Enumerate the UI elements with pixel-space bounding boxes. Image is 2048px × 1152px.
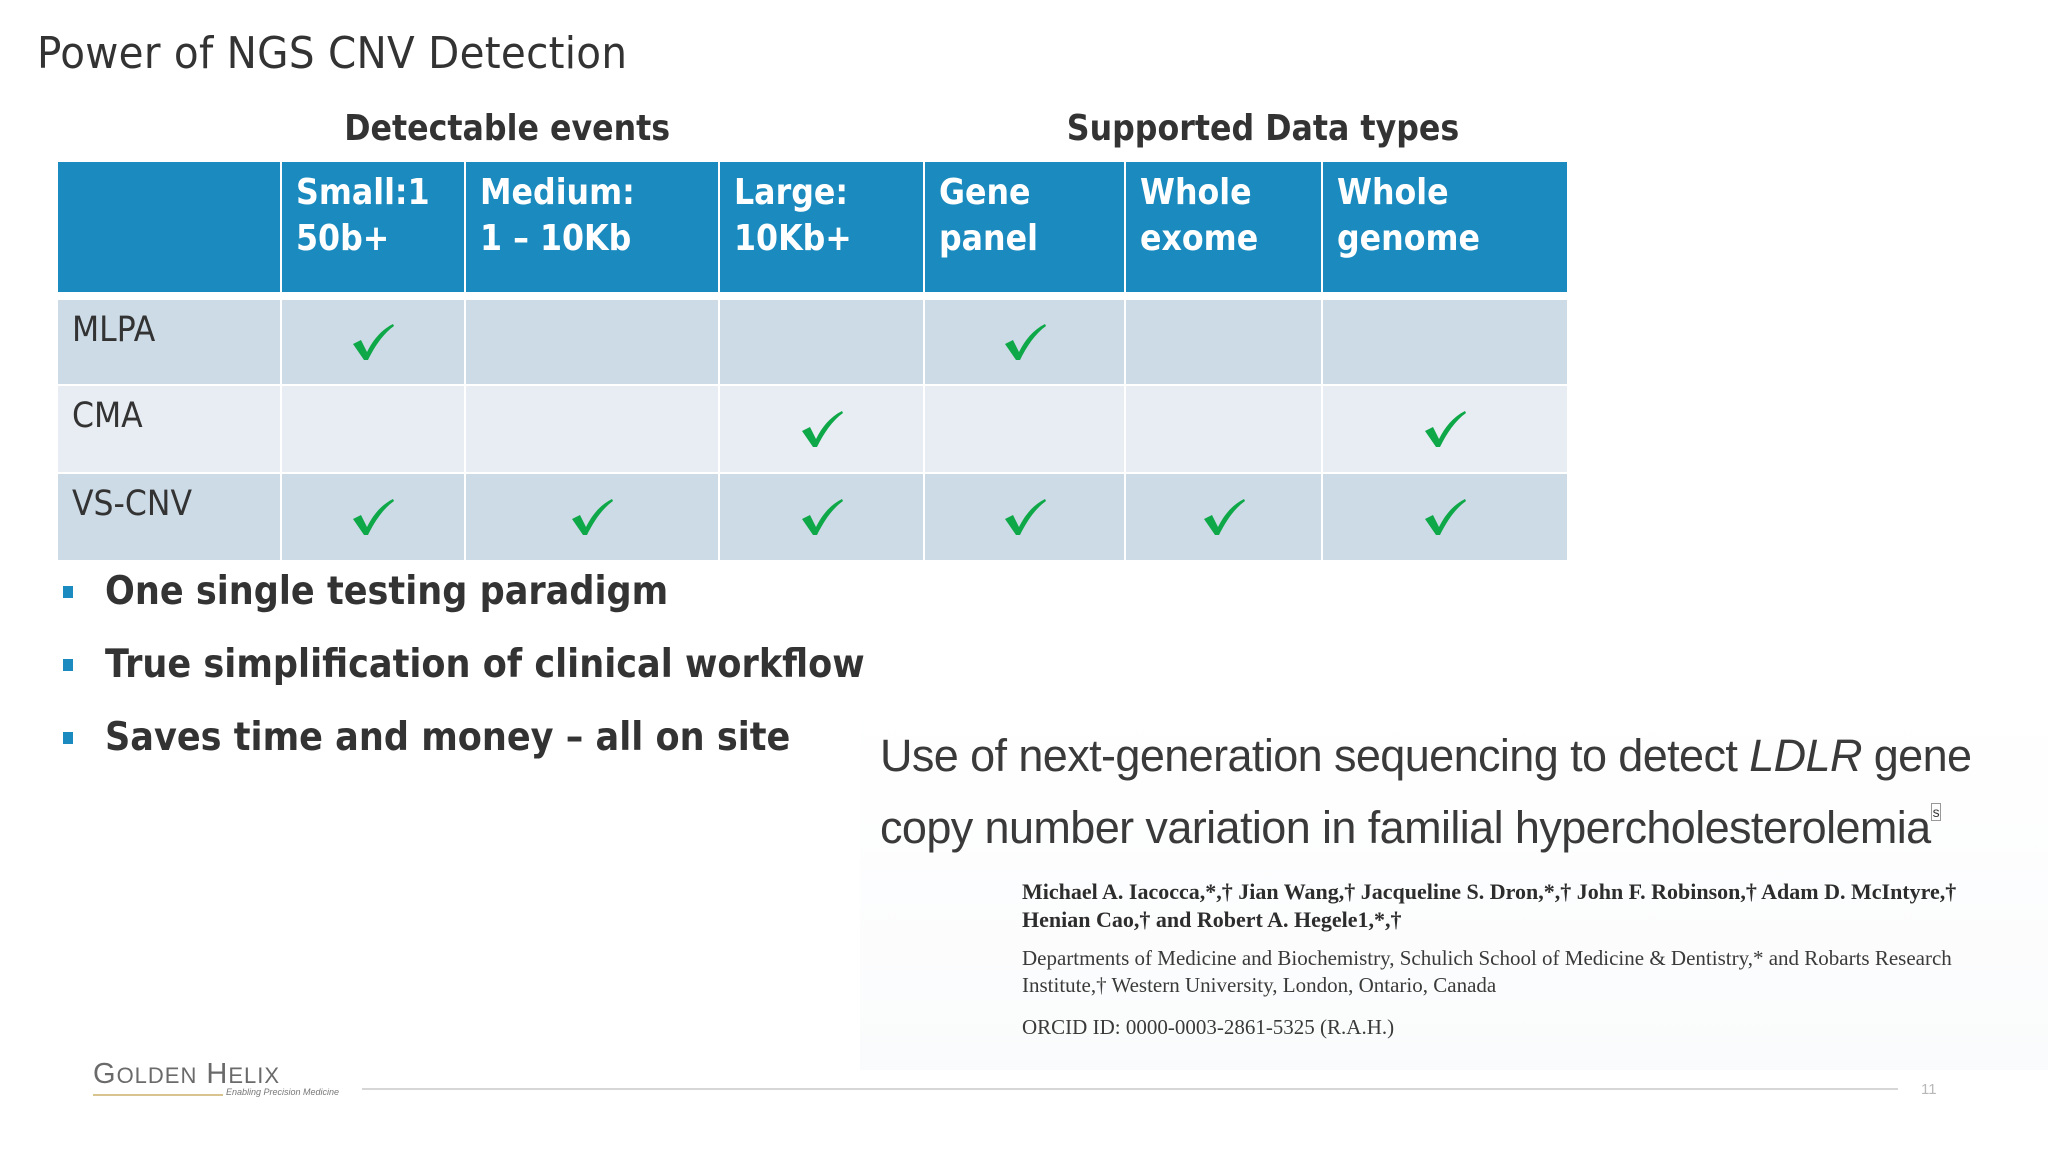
table-cell xyxy=(1323,300,1567,386)
table-header-row: Small:1 50b+ Medium: 1 – 10Kb Large: 10K… xyxy=(58,162,1567,292)
table-cell xyxy=(466,300,720,386)
checkmark-icon xyxy=(1323,386,1567,472)
column-header-whole-exome: Whole exome xyxy=(1126,162,1323,292)
table-cell xyxy=(282,474,466,562)
golden-helix-logo: GOLDEN HELIX Enabling Precision Medicine xyxy=(93,1058,340,1100)
logo-underline xyxy=(93,1094,223,1096)
affiliation-line: Departments of Medicine and Biochemistry… xyxy=(1022,946,1952,970)
paper-title-line2: copy number variation in familial hyperc… xyxy=(880,802,1931,853)
authors-line: Henian Cao,† and Robert A. Hegele1,*,† xyxy=(1022,907,1402,932)
supported-data-types-heading: Supported Data types xyxy=(1066,108,1460,149)
paper-excerpt-image: Use of next-generation sequencing to det… xyxy=(860,700,2048,1070)
checkmark-icon xyxy=(720,386,923,472)
row-label: VS-CNV xyxy=(72,484,193,524)
column-header-medium: Medium: 1 – 10Kb xyxy=(466,162,720,292)
checkmark-icon xyxy=(282,300,464,384)
table-cell xyxy=(466,386,720,474)
column-header-label: Medium: 1 – 10Kb xyxy=(480,172,635,259)
bullet-square-icon xyxy=(63,731,73,744)
column-header-large: Large: 10Kb+ xyxy=(720,162,925,292)
bullet-text: One single testing paradigm xyxy=(105,569,669,614)
paper-title-part: gene xyxy=(1861,730,1972,781)
table-cell xyxy=(282,300,466,386)
cnv-comparison-table: Small:1 50b+ Medium: 1 – 10Kb Large: 10K… xyxy=(58,162,1567,562)
paper-title-part: Use of next-generation sequencing to det… xyxy=(880,730,1750,781)
authors-line: Michael A. Iacocca,*,† Jian Wang,† Jacqu… xyxy=(1022,879,1957,904)
bullet-text: Saves time and money – all on site xyxy=(105,715,791,760)
table-row: CMA xyxy=(58,386,1567,474)
logo-wordmark: GOLDEN HELIX xyxy=(93,1058,338,1091)
bullet-square-icon xyxy=(63,585,73,598)
logo-letters: OLDEN xyxy=(116,1063,198,1088)
row-label: MLPA xyxy=(72,310,156,350)
logo-letter: H xyxy=(206,1058,229,1090)
column-header-label: Large: 10Kb+ xyxy=(734,172,852,259)
column-header-label: Whole genome xyxy=(1337,172,1480,259)
checkmark-icon xyxy=(925,300,1124,384)
table-cell xyxy=(925,300,1126,386)
bullet-square-icon xyxy=(63,658,73,671)
table-cell xyxy=(720,300,925,386)
supplement-icon: s xyxy=(1930,803,1942,821)
footer-divider xyxy=(362,1088,1898,1090)
table-row: VS-CNV xyxy=(58,474,1567,562)
bullet-item: Saves time and money – all on site xyxy=(60,701,949,774)
logo-letter: G xyxy=(93,1058,117,1090)
checkmark-icon xyxy=(1126,474,1321,560)
checkmark-icon xyxy=(720,474,923,560)
table-row: MLPA xyxy=(58,300,1567,386)
column-header-label: Small:1 50b+ xyxy=(296,172,430,259)
page-number: 11 xyxy=(1921,1081,1937,1098)
checkmark-icon xyxy=(282,474,464,560)
bullet-item: True simplification of clinical workflow xyxy=(60,628,949,701)
table-cell xyxy=(1126,300,1323,386)
paper-authors: Michael A. Iacocca,*,† Jian Wang,† Jacqu… xyxy=(1022,878,1956,934)
paper-orcid: ORCID ID: 0000-0003-2861-5325 (R.A.H.) xyxy=(1022,1015,1395,1039)
detectable-events-heading: Detectable events xyxy=(344,108,671,149)
logo-tagline: Enabling Precision Medicine xyxy=(226,1087,340,1097)
column-header-gene-panel: Gene panel xyxy=(925,162,1126,292)
table-cell xyxy=(720,474,925,562)
checkmark-icon xyxy=(1323,474,1567,560)
affiliation-line: Institute,† Western University, London, … xyxy=(1022,973,1497,997)
table-cell xyxy=(925,474,1126,562)
table-cell xyxy=(1323,474,1567,562)
paper-title-gene: LDLR xyxy=(1749,730,1862,781)
table-cell xyxy=(466,474,720,562)
logo-letters: ELIX xyxy=(228,1063,281,1088)
column-header-label: Gene panel xyxy=(939,172,1038,259)
row-label-cell: CMA xyxy=(58,386,282,474)
row-label: CMA xyxy=(72,396,143,436)
table-cell xyxy=(1126,386,1323,474)
column-header-blank xyxy=(58,162,282,292)
table-cell xyxy=(720,386,925,474)
column-header-label: Whole exome xyxy=(1140,172,1259,259)
row-label-cell: MLPA xyxy=(58,300,282,386)
column-header-small: Small:1 50b+ xyxy=(282,162,466,292)
checkmark-icon xyxy=(925,474,1124,560)
table-cell xyxy=(1126,474,1323,562)
paper-affiliation: Departments of Medicine and Biochemistry… xyxy=(1022,945,1952,999)
bullet-text: True simplification of clinical workflow xyxy=(105,642,865,687)
header-separator xyxy=(58,292,1567,300)
bullet-list: One single testing paradigm True simplif… xyxy=(60,555,949,774)
paper-title: Use of next-generation sequencing to det… xyxy=(880,728,1972,856)
checkmark-icon xyxy=(466,474,718,560)
table-cell xyxy=(1323,386,1567,474)
row-label-cell: VS-CNV xyxy=(58,474,282,562)
slide-title: Power of NGS CNV Detection xyxy=(37,28,628,79)
bullet-item: One single testing paradigm xyxy=(60,555,949,628)
table-cell xyxy=(925,386,1126,474)
column-header-whole-genome: Whole genome xyxy=(1323,162,1567,292)
table-cell xyxy=(282,386,466,474)
